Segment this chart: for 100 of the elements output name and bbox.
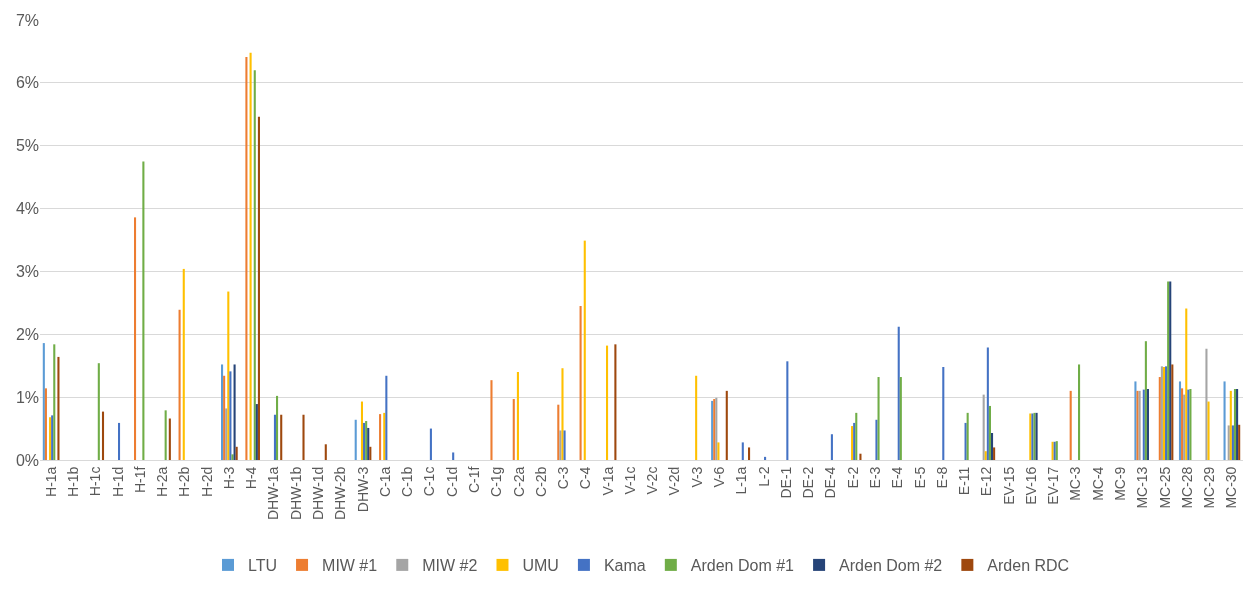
legend-label: Arden Dom #2 bbox=[839, 557, 943, 575]
bar bbox=[1144, 341, 1147, 460]
x-tick-label: H-1b bbox=[64, 466, 81, 497]
x-tick-label: C-1a bbox=[376, 466, 393, 497]
bar bbox=[1183, 394, 1186, 460]
bar bbox=[559, 430, 562, 460]
y-tick-label: 4% bbox=[15, 200, 39, 218]
x-tick-label: DE-2 bbox=[800, 466, 817, 499]
bar bbox=[605, 345, 609, 460]
bar bbox=[280, 414, 283, 460]
x-tick-label: H-1a bbox=[42, 466, 59, 497]
bar bbox=[178, 309, 181, 460]
y-tick-label: 7% bbox=[15, 11, 39, 29]
bar bbox=[1205, 348, 1208, 460]
x-tick-label: MC-9 bbox=[1112, 466, 1129, 501]
bar bbox=[1142, 389, 1145, 460]
bar bbox=[993, 447, 996, 460]
x-tick-label: H-3 bbox=[220, 466, 237, 490]
bar bbox=[897, 326, 900, 460]
x-tick-label: E-8 bbox=[933, 466, 950, 489]
x-tick-label: MC-30 bbox=[1223, 466, 1240, 509]
x-tick-label: E-3 bbox=[866, 466, 883, 489]
bar bbox=[982, 394, 985, 460]
bar bbox=[1158, 377, 1161, 460]
bar bbox=[255, 404, 258, 460]
legend-label: MIW #2 bbox=[422, 557, 478, 575]
x-tick-label: V-2c bbox=[644, 466, 661, 495]
bar bbox=[561, 368, 564, 460]
bar bbox=[354, 419, 357, 460]
bar bbox=[741, 442, 744, 460]
x-tick-label: E-12 bbox=[978, 466, 995, 497]
x-tick-label: DE-1 bbox=[777, 466, 794, 499]
bar bbox=[695, 375, 698, 460]
bar bbox=[855, 412, 858, 460]
bar bbox=[942, 366, 945, 460]
bar bbox=[1207, 401, 1210, 460]
bar bbox=[1238, 424, 1241, 460]
x-tick-label: H-2d bbox=[198, 466, 215, 497]
bar bbox=[725, 390, 728, 460]
y-tick-label: 2% bbox=[15, 325, 39, 343]
bar bbox=[57, 356, 60, 460]
x-tick-label: H-1f bbox=[131, 466, 148, 494]
bar bbox=[984, 451, 987, 460]
x-tick-label: C-1f bbox=[465, 466, 482, 494]
bar bbox=[142, 161, 145, 460]
bar bbox=[853, 422, 856, 460]
x-tick-label: DHW-1b bbox=[287, 466, 304, 521]
bar bbox=[229, 371, 232, 460]
bar bbox=[1171, 364, 1174, 460]
bar bbox=[516, 372, 519, 460]
bar bbox=[966, 412, 969, 460]
bar bbox=[367, 427, 370, 460]
x-tick-label: H-1c bbox=[87, 466, 104, 497]
bar bbox=[1231, 425, 1234, 460]
bar bbox=[233, 364, 236, 460]
x-tick-label: H-2a bbox=[154, 466, 171, 497]
x-tick-label: H-1d bbox=[109, 466, 126, 497]
bar bbox=[877, 377, 880, 460]
bar bbox=[379, 414, 382, 460]
x-tick-label: DHW-3 bbox=[354, 466, 371, 513]
legend-label: MIW #1 bbox=[322, 557, 378, 575]
x-tick-label: E-11 bbox=[956, 466, 973, 496]
x-tick-label: V-2d bbox=[666, 466, 683, 496]
legend-label: Arden RDC bbox=[987, 557, 1070, 575]
x-tick-label: C-1g bbox=[488, 466, 505, 497]
bar bbox=[44, 388, 47, 460]
bar bbox=[512, 399, 515, 460]
bar bbox=[221, 364, 224, 460]
bar bbox=[1181, 388, 1184, 460]
bar bbox=[851, 426, 854, 460]
bar bbox=[875, 419, 878, 460]
bar bbox=[369, 446, 372, 460]
x-tick-label: DE-4 bbox=[822, 466, 839, 499]
legend-label: Kama bbox=[603, 557, 646, 575]
bar bbox=[101, 411, 105, 460]
bar bbox=[614, 344, 617, 460]
x-tick-label: MC-28 bbox=[1178, 466, 1195, 509]
bar bbox=[164, 410, 167, 460]
x-tick-label: H-2b bbox=[176, 466, 193, 497]
bar bbox=[1227, 425, 1230, 460]
bar bbox=[557, 404, 560, 460]
bar bbox=[717, 442, 720, 460]
bar bbox=[383, 412, 386, 460]
x-tick-label: E-2 bbox=[844, 466, 861, 489]
x-tick-label: C-1d bbox=[443, 466, 460, 497]
bar bbox=[227, 291, 230, 460]
bar bbox=[1229, 390, 1232, 460]
x-tick-label: MC-4 bbox=[1089, 466, 1106, 501]
bar bbox=[1134, 381, 1137, 460]
bar bbox=[583, 240, 586, 460]
bar bbox=[42, 343, 45, 460]
legend-label: LTU bbox=[248, 557, 278, 575]
y-tick-label: 6% bbox=[15, 74, 39, 92]
x-tick-label: C-1b bbox=[399, 466, 416, 497]
bar bbox=[786, 361, 789, 460]
bar bbox=[1223, 381, 1226, 460]
bar bbox=[249, 52, 252, 460]
x-tick-label: MC-25 bbox=[1156, 466, 1173, 509]
x-tick-label: H-4 bbox=[243, 466, 260, 490]
bar bbox=[1078, 364, 1081, 460]
